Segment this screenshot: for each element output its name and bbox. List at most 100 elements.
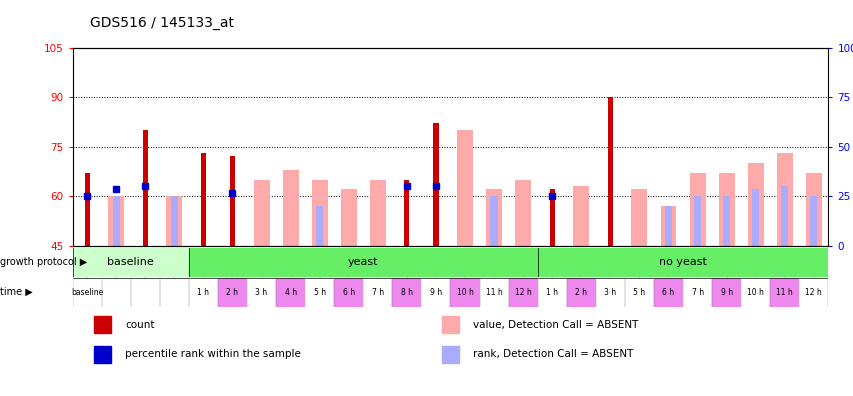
- Bar: [722, 196, 729, 246]
- Bar: [664, 206, 671, 246]
- Bar: [537, 248, 827, 276]
- Text: 6 h: 6 h: [342, 288, 354, 297]
- Bar: [311, 179, 328, 246]
- Bar: [131, 278, 160, 307]
- Bar: [247, 278, 276, 307]
- Text: GDS516 / 145133_at: GDS516 / 145133_at: [90, 16, 234, 30]
- Text: rank, Detection Call = ABSENT: rank, Detection Call = ABSENT: [473, 349, 632, 360]
- Bar: [537, 278, 566, 307]
- Text: 10 h: 10 h: [456, 288, 473, 297]
- Bar: [160, 278, 189, 307]
- Bar: [566, 278, 595, 307]
- Text: 5 h: 5 h: [633, 288, 645, 297]
- Bar: [189, 248, 537, 276]
- Text: 11 h: 11 h: [775, 288, 792, 297]
- Text: count: count: [125, 320, 154, 330]
- Bar: [253, 179, 270, 246]
- Bar: [73, 248, 189, 276]
- Bar: [189, 278, 218, 307]
- Bar: [688, 173, 705, 246]
- Text: no yeast: no yeast: [659, 257, 706, 267]
- Text: 5 h: 5 h: [313, 288, 325, 297]
- Bar: [607, 97, 612, 246]
- Text: 3 h: 3 h: [604, 288, 616, 297]
- Text: yeast: yeast: [348, 257, 378, 267]
- Bar: [171, 196, 177, 246]
- Bar: [682, 278, 711, 307]
- Bar: [340, 189, 357, 246]
- Bar: [595, 278, 624, 307]
- Bar: [113, 196, 119, 246]
- Text: 12 h: 12 h: [514, 288, 531, 297]
- Bar: [780, 186, 787, 246]
- Text: percentile rank within the sample: percentile rank within the sample: [125, 349, 300, 360]
- Text: 3 h: 3 h: [255, 288, 267, 297]
- Bar: [218, 278, 247, 307]
- Bar: [73, 278, 102, 307]
- Text: growth protocol ▶: growth protocol ▶: [0, 257, 87, 267]
- Text: 8 h: 8 h: [400, 288, 412, 297]
- Bar: [276, 278, 305, 307]
- Bar: [798, 278, 827, 307]
- Bar: [442, 316, 458, 333]
- Bar: [334, 278, 363, 307]
- Bar: [369, 179, 386, 246]
- Bar: [450, 278, 479, 307]
- Bar: [456, 130, 473, 246]
- Bar: [508, 278, 537, 307]
- Bar: [490, 196, 497, 246]
- Text: 7 h: 7 h: [691, 288, 703, 297]
- Text: baseline: baseline: [107, 257, 154, 267]
- Bar: [166, 196, 182, 246]
- Bar: [432, 124, 438, 246]
- Text: 2 h: 2 h: [575, 288, 587, 297]
- Text: time ▶: time ▶: [0, 287, 32, 297]
- Bar: [572, 186, 589, 246]
- Text: 6 h: 6 h: [662, 288, 674, 297]
- Bar: [809, 196, 816, 246]
- Text: 9 h: 9 h: [429, 288, 442, 297]
- Bar: [229, 156, 235, 246]
- Bar: [108, 196, 124, 246]
- Bar: [200, 153, 206, 246]
- Bar: [316, 206, 323, 246]
- Bar: [305, 278, 334, 307]
- Bar: [282, 169, 299, 246]
- Bar: [392, 278, 421, 307]
- Bar: [94, 316, 111, 333]
- Text: baseline: baseline: [71, 288, 103, 297]
- Bar: [740, 278, 769, 307]
- Bar: [363, 278, 392, 307]
- Bar: [747, 163, 763, 246]
- Bar: [711, 278, 740, 307]
- Bar: [102, 278, 131, 307]
- Bar: [479, 278, 508, 307]
- Bar: [84, 173, 90, 246]
- Text: 2 h: 2 h: [226, 288, 238, 297]
- Bar: [421, 278, 450, 307]
- Text: 12 h: 12 h: [804, 288, 821, 297]
- Text: 4 h: 4 h: [284, 288, 296, 297]
- Bar: [718, 173, 734, 246]
- Bar: [630, 189, 647, 246]
- Bar: [751, 189, 758, 246]
- Text: 10 h: 10 h: [746, 288, 763, 297]
- Bar: [805, 173, 821, 246]
- Text: 7 h: 7 h: [371, 288, 384, 297]
- Bar: [659, 206, 676, 246]
- Text: 1 h: 1 h: [197, 288, 209, 297]
- Bar: [94, 346, 111, 363]
- Text: 11 h: 11 h: [485, 288, 502, 297]
- Bar: [549, 189, 554, 246]
- Bar: [142, 130, 148, 246]
- Bar: [485, 189, 502, 246]
- Text: 1 h: 1 h: [546, 288, 558, 297]
- Bar: [776, 153, 792, 246]
- Text: 9 h: 9 h: [720, 288, 732, 297]
- Bar: [624, 278, 653, 307]
- Text: value, Detection Call = ABSENT: value, Detection Call = ABSENT: [473, 320, 637, 330]
- Bar: [514, 179, 531, 246]
- Bar: [403, 179, 409, 246]
- Bar: [653, 278, 682, 307]
- Bar: [693, 196, 700, 246]
